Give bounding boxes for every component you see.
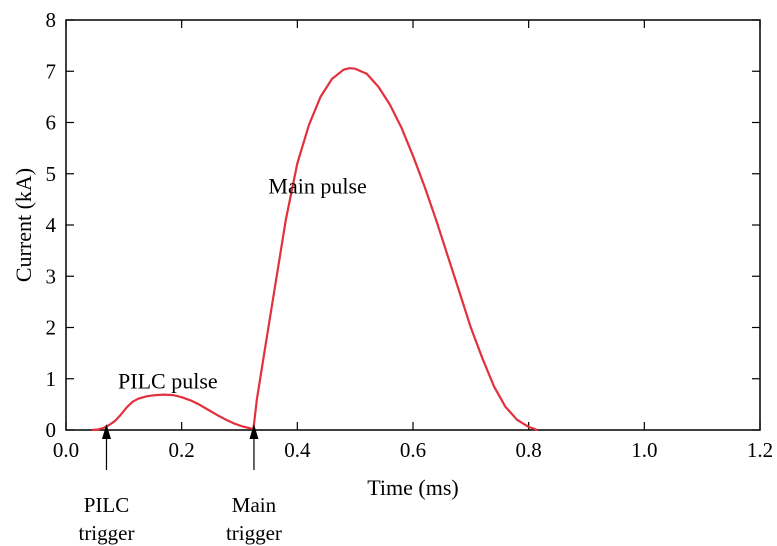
x-tick-label: 0.0 [53,438,79,462]
main-trigger-arrow-head [249,424,259,439]
pilc-trigger-label-line1: PILC [84,493,130,517]
y-tick-label: 7 [46,59,57,83]
y-tick-label: 8 [46,8,57,32]
pilc-trigger-arrow-head [101,424,111,439]
x-axis-label: Time (ms) [367,475,458,500]
y-tick-label: 6 [46,111,57,135]
y-tick-label: 4 [46,213,57,237]
main-trigger-label-line1: Main [232,493,277,517]
y-tick-label: 2 [46,316,57,340]
y-axis-label: Current (kA) [11,168,36,282]
pilc-trigger-label-line2: trigger [78,521,134,545]
tick-labels: 0.0 0.2 0.4 0.6 0.8 1.0 1.2 0 1 2 3 4 5 6 7 8 [46,8,774,462]
x-tick-label: 1.2 [747,438,773,462]
x-tick-label: 1.0 [631,438,657,462]
y-tick-label: 5 [46,162,57,186]
trigger-markers: PILC trigger Main trigger [78,424,282,545]
y-tick-label: 0 [46,418,57,442]
main-pulse-annotation: Main pulse [268,174,366,199]
axis-ticks [65,19,761,431]
x-tick-label: 0.4 [284,438,311,462]
x-tick-label: 0.8 [516,438,542,462]
pilc-pulse-annotation: PILC pulse [118,368,218,393]
y-tick-label: 1 [46,367,57,391]
x-tick-label: 0.2 [169,438,195,462]
main-trigger-label-line2: trigger [226,521,282,545]
x-tick-label: 0.6 [400,438,426,462]
y-tick-label: 3 [46,264,57,288]
current-curve [91,67,538,432]
